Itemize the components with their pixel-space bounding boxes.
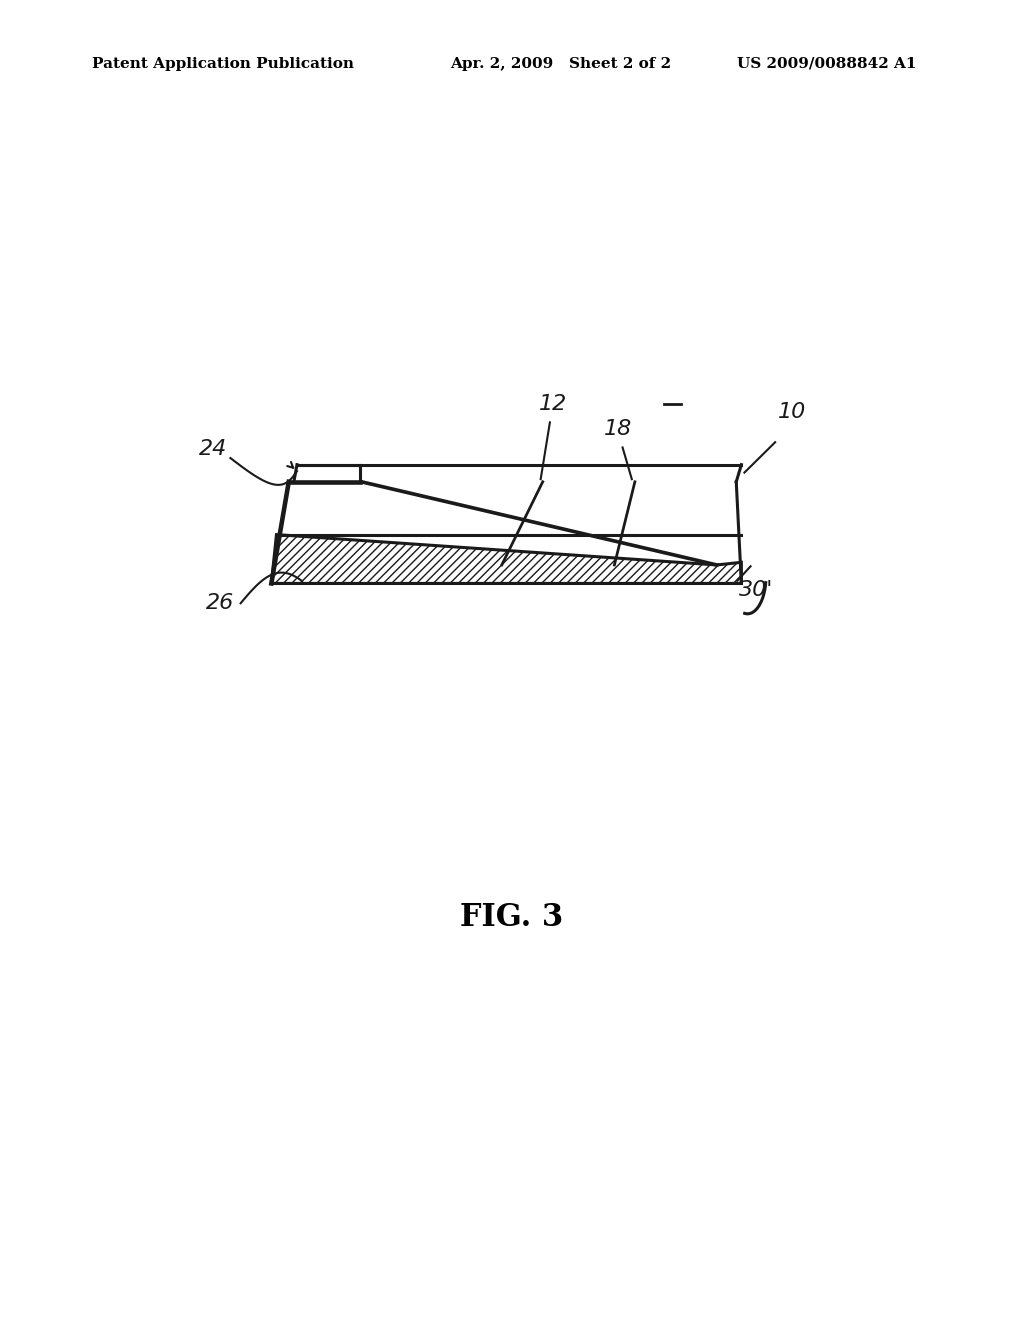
Polygon shape bbox=[271, 535, 741, 583]
Text: 30': 30' bbox=[739, 579, 774, 601]
Text: 10: 10 bbox=[778, 401, 807, 422]
Text: 12: 12 bbox=[539, 393, 567, 414]
Text: US 2009/0088842 A1: US 2009/0088842 A1 bbox=[737, 57, 916, 71]
Text: FIG. 3: FIG. 3 bbox=[461, 902, 563, 933]
Text: Apr. 2, 2009   Sheet 2 of 2: Apr. 2, 2009 Sheet 2 of 2 bbox=[451, 57, 672, 71]
Text: 18: 18 bbox=[604, 418, 633, 440]
Text: Patent Application Publication: Patent Application Publication bbox=[92, 57, 354, 71]
Text: 26: 26 bbox=[206, 593, 234, 614]
Text: 24: 24 bbox=[199, 438, 227, 459]
